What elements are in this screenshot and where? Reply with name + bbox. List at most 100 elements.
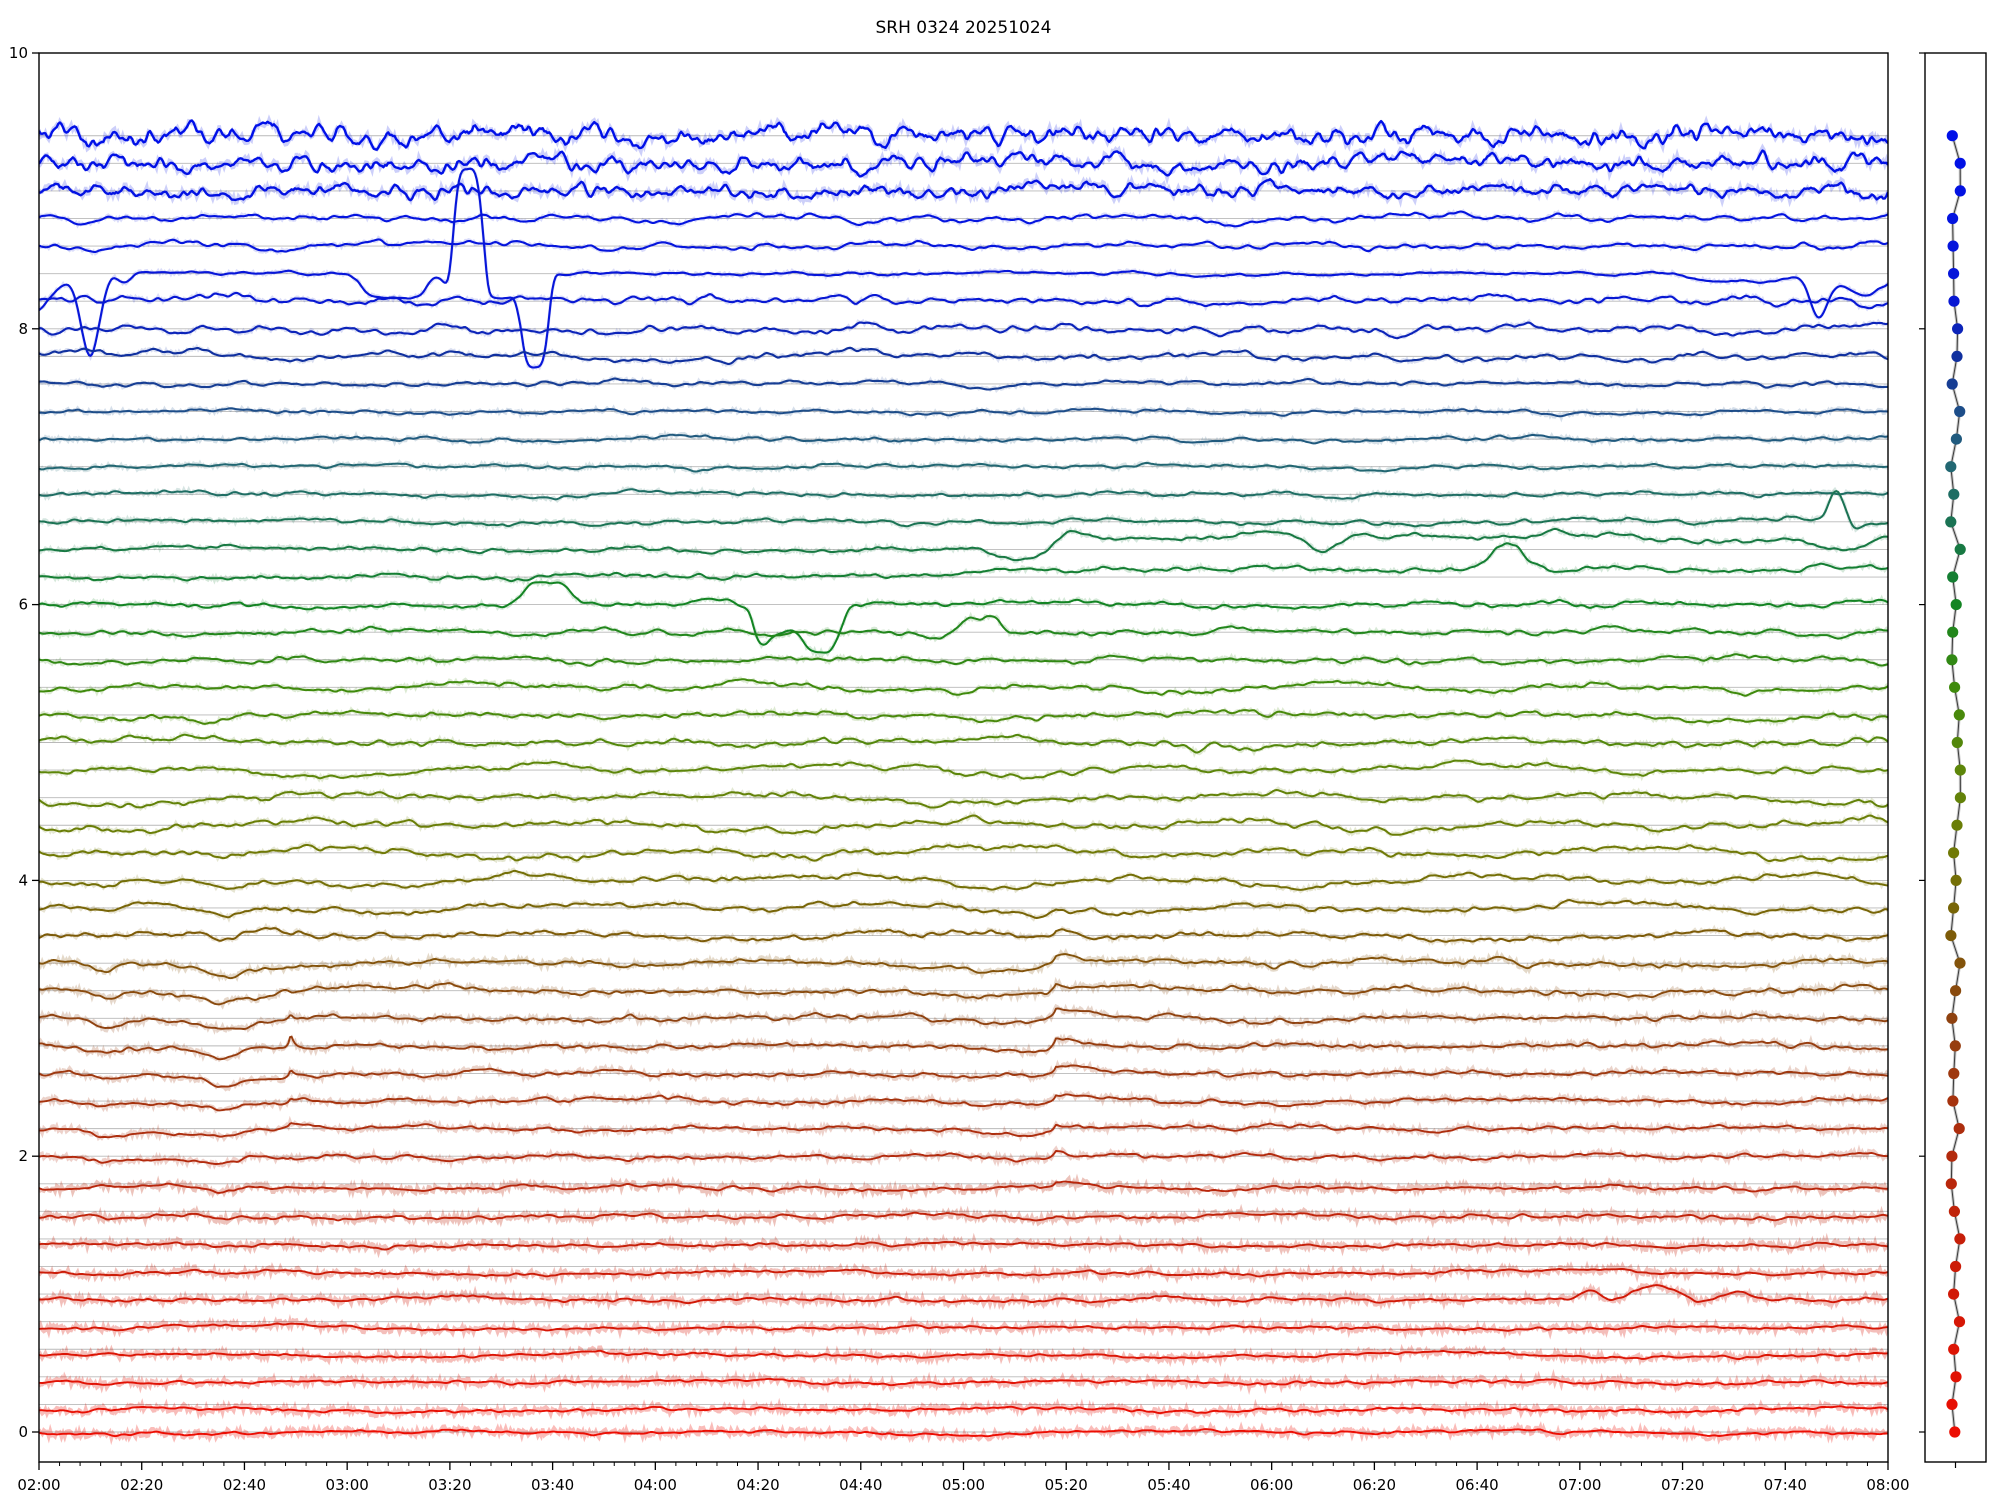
channel-profile-panel [1919,52,1987,1468]
trace-line [39,1093,1888,1112]
channel-dot [1945,461,1957,473]
trace-fuzz [39,1173,1888,1201]
channel-dot [1947,1095,1959,1107]
trace-line [39,927,1888,943]
channel-dot [1950,599,1962,611]
channel-dot [1954,157,1966,169]
channel-dot [1951,736,1963,749]
trace-fuzz [39,730,1888,758]
trace-line [39,844,1888,862]
trace-line [39,291,1888,310]
x-tick-label: 04:20 [736,1476,779,1494]
trace-line [39,1284,1888,1305]
channel-dot [1945,930,1957,942]
x-tick-label: 03:20 [428,1476,471,1494]
channel-dot [1950,874,1962,887]
x-tick-label: 05:20 [1045,1476,1088,1494]
x-tick-label: 02:40 [223,1476,266,1494]
channel-dot [1948,902,1960,914]
channel-dot [1946,378,1958,390]
channel-dot [1945,516,1957,528]
x-tick-label: 07:00 [1558,1476,1601,1494]
x-tick-label: 04:40 [839,1476,882,1494]
channel-dot [1954,1233,1966,1245]
trace-fuzz [39,578,1888,658]
trace-line [39,1211,1888,1222]
channel-dot [1952,323,1964,335]
trace-fuzz [39,786,1888,813]
y-tick-label: 6 [18,596,28,614]
traces [39,114,1888,1446]
trace-line [39,210,1888,228]
x-tick-label: 05:00 [942,1476,985,1494]
channel-dot [1953,709,1965,721]
x-tick-label: 06:00 [1250,1476,1293,1494]
channel-dot [1953,1123,1965,1135]
channel-dot [1946,1012,1958,1024]
trace-fuzz [39,611,1888,643]
trace-line [39,1377,1888,1387]
trace-line [39,1149,1888,1165]
x-tick-label: 02:20 [120,1476,163,1494]
y-tick-label: 0 [18,1423,28,1441]
channel-dot [1949,1426,1961,1438]
channel-dot [1945,1178,1957,1190]
trace-line [39,581,1888,654]
channel-dot [1951,350,1963,362]
y-tick-label: 10 [9,44,28,62]
trace-line [39,733,1888,754]
channel-dot [1948,488,1960,500]
channel-dot [1948,1343,1960,1355]
channel-dot [1946,130,1958,142]
trace-line [39,982,1888,1006]
channel-dot [1953,1316,1966,1328]
trace-line [39,869,1888,891]
channel-dot [1954,543,1966,556]
trace-line [39,527,1888,562]
channel-dot [1954,764,1966,776]
trace-fuzz [39,143,1888,186]
trace-line [39,321,1888,340]
x-tick-label: 07:40 [1764,1476,1807,1494]
trace-line [39,814,1888,836]
channel-dot [1948,268,1960,280]
channel-dot [1948,1067,1960,1080]
trace-line [39,953,1888,980]
channel-dot [1947,212,1959,225]
y-tick-label: 8 [18,320,28,338]
trace-line [39,709,1888,725]
trace-line [39,346,1888,365]
trace-fuzz [39,922,1888,947]
trace-line [39,177,1888,202]
trace-line [39,899,1888,919]
trace-line [39,1240,1888,1251]
trace-line [39,615,1888,640]
trace-line [39,167,1888,369]
x-tick-label: 07:20 [1661,1476,1704,1494]
channel-dot [1947,571,1959,583]
channel-dot [1948,295,1960,307]
trace-line [39,1180,1888,1194]
x-tick-label: 02:00 [17,1476,60,1494]
channel-dot [1950,1260,1962,1273]
channel-dot [1954,792,1966,804]
trace-line [39,1428,1888,1438]
main-axes-box [38,52,1889,1463]
channel-dot [1946,1150,1958,1162]
trace-line [39,789,1888,809]
x-tick-label: 05:40 [1147,1476,1190,1494]
trace-line [39,1349,1888,1360]
channel-dot [1949,681,1961,693]
channel-dot [1948,1205,1960,1217]
trace-line [39,653,1888,667]
trace-line [39,1007,1888,1030]
channel-dot [1950,985,1962,997]
trace-line [39,407,1888,418]
trace-line [39,1405,1888,1415]
axes: 0 2 4 6 8 10 02:00 02:20 02:40 03:00 03:20 03:40 04:… [9,44,1910,1494]
trace-line [39,119,1888,151]
channel-dot [1954,957,1966,969]
channel-dot [1948,1288,1960,1300]
